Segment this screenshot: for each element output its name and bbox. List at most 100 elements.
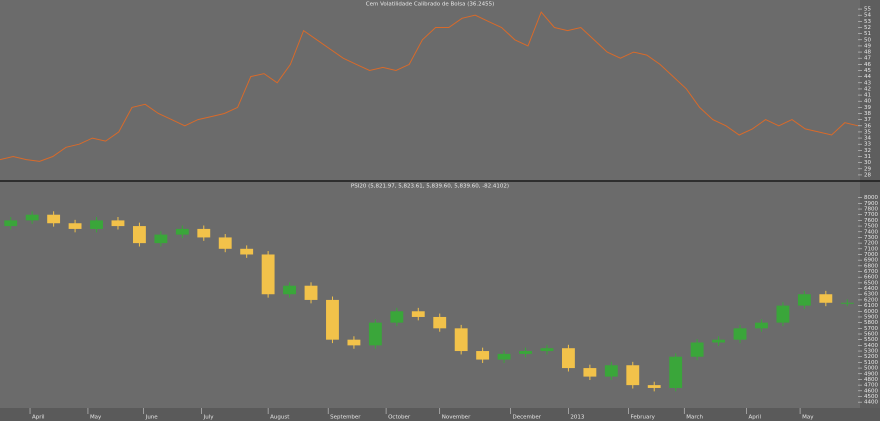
x-tick-label: April xyxy=(748,415,761,421)
candle-body xyxy=(25,214,39,221)
y-tick-label: 49 xyxy=(864,43,871,49)
y-tick-label: 6200 xyxy=(864,297,878,303)
y-tick-label: 6900 xyxy=(864,258,878,264)
candle-body xyxy=(283,285,297,295)
y-tick-label: 36 xyxy=(864,123,871,129)
candle-body xyxy=(519,351,532,354)
candle-body xyxy=(604,365,618,377)
y-tick-label: 5700 xyxy=(864,326,878,332)
candle-body xyxy=(433,316,447,329)
candle-body xyxy=(90,220,103,229)
candle-body xyxy=(111,220,125,227)
candle-body xyxy=(583,368,597,377)
x-tick-label: October xyxy=(388,415,411,421)
candle-body xyxy=(132,226,146,244)
y-tick-label: 47 xyxy=(864,56,871,62)
candle-body xyxy=(197,228,211,238)
candle-body xyxy=(154,234,168,244)
candle-body xyxy=(497,353,511,360)
y-tick-label: 5000 xyxy=(864,366,878,372)
y-tick-label: 7300 xyxy=(864,235,878,241)
x-tick-label: August xyxy=(270,415,290,421)
y-tick-label: 4400 xyxy=(864,400,878,406)
candle-body xyxy=(218,237,232,249)
candle-body xyxy=(347,339,361,346)
y-tick-label: 35 xyxy=(864,129,871,135)
candle-body xyxy=(175,228,189,235)
candle-body xyxy=(47,214,61,224)
y-tick-label: 33 xyxy=(864,142,871,148)
x-tick-label: December xyxy=(513,415,542,421)
candle-body xyxy=(733,328,747,340)
y-tick-label: 5200 xyxy=(864,354,878,360)
candle-body xyxy=(304,285,318,300)
y-tick-label: 29 xyxy=(864,166,871,172)
y-tick-label: 28 xyxy=(864,172,871,178)
y-tick-label: 6000 xyxy=(864,309,878,315)
candle-body xyxy=(476,351,490,360)
candle-body xyxy=(755,322,768,329)
y-tick-label: 7000 xyxy=(864,252,878,258)
x-tick-label: May xyxy=(802,415,814,421)
y-tick-label: 51 xyxy=(864,31,871,37)
y-tick-label: 7900 xyxy=(864,201,878,207)
x-tick-label: March xyxy=(686,415,703,421)
candle-body xyxy=(368,322,382,346)
y-tick-label: 6400 xyxy=(864,286,878,292)
x-tick-label: May xyxy=(90,415,102,421)
candle-body xyxy=(690,342,704,357)
y-tick-label: 7600 xyxy=(864,218,878,224)
y-tick-label: 6500 xyxy=(864,280,878,286)
y-tick-label: 45 xyxy=(864,68,871,74)
y-tick-label: 46 xyxy=(864,62,871,68)
y-tick-label: 5600 xyxy=(864,332,878,338)
y-tick-label: 52 xyxy=(864,25,871,31)
y-tick-label: 5800 xyxy=(864,320,878,326)
y-tick-label: 6700 xyxy=(864,269,878,275)
y-tick-label: 41 xyxy=(864,93,871,99)
candle-body xyxy=(68,223,82,229)
y-tick-label: 7800 xyxy=(864,207,878,213)
candle-body xyxy=(454,328,468,352)
y-tick-label: 6600 xyxy=(864,275,878,281)
candle-body xyxy=(326,299,339,340)
y-tick-label: 7100 xyxy=(864,246,878,252)
candle-body xyxy=(712,339,726,343)
y-tick-label: 5400 xyxy=(864,343,878,349)
y-tick-label: 31 xyxy=(864,154,871,160)
y-tick-label: 32 xyxy=(864,148,871,154)
candle-body xyxy=(540,348,554,352)
y-tick-label: 53 xyxy=(864,19,871,25)
y-tick-label: 5900 xyxy=(864,314,878,320)
y-tick-label: 43 xyxy=(864,80,871,86)
y-tick-label: 39 xyxy=(864,105,871,111)
candle-body xyxy=(390,311,404,323)
pane-title: Cem Volatilidade Calibrado de Bolsa (36.… xyxy=(366,2,494,8)
y-tick-label: 6300 xyxy=(864,292,878,298)
y-tick-label: 37 xyxy=(864,117,871,123)
candle-body xyxy=(819,294,833,303)
x-tick-label: 2013 xyxy=(570,415,584,421)
y-tick-label: 38 xyxy=(864,111,871,117)
y-tick-label: 6100 xyxy=(864,303,878,309)
y-tick-label: 40 xyxy=(864,99,871,105)
x-tick-label: July xyxy=(203,415,215,421)
y-tick-label: 30 xyxy=(864,160,871,166)
x-tick-label: September xyxy=(330,415,361,421)
y-tick-label: 4500 xyxy=(864,394,878,400)
x-tick-label: June xyxy=(145,415,159,421)
y-tick-label: 5500 xyxy=(864,337,878,343)
y-tick-label: 4900 xyxy=(864,371,878,377)
y-tick-label: 48 xyxy=(864,50,871,56)
y-tick-label: 55 xyxy=(864,7,871,13)
candle-body xyxy=(261,254,275,295)
pane-title: PSI20 (5,821.97, 5,823.61, 5,839.60, 5,8… xyxy=(351,184,509,190)
y-tick-label: 5100 xyxy=(864,360,878,366)
candle-body xyxy=(797,294,811,306)
volatility-line xyxy=(0,11,859,162)
y-tick-label: 4800 xyxy=(864,377,878,383)
price-axis-strip xyxy=(860,0,880,421)
candle-body xyxy=(840,302,854,304)
